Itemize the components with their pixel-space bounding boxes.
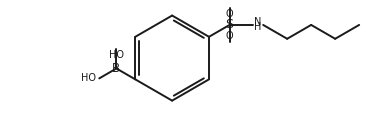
Text: H: H (254, 22, 262, 32)
Text: HO: HO (109, 50, 124, 60)
Text: O: O (226, 9, 233, 19)
Text: S: S (226, 18, 234, 31)
Text: B: B (112, 62, 120, 75)
Text: O: O (226, 31, 233, 41)
Text: N: N (254, 17, 262, 27)
Text: HO: HO (81, 73, 96, 83)
